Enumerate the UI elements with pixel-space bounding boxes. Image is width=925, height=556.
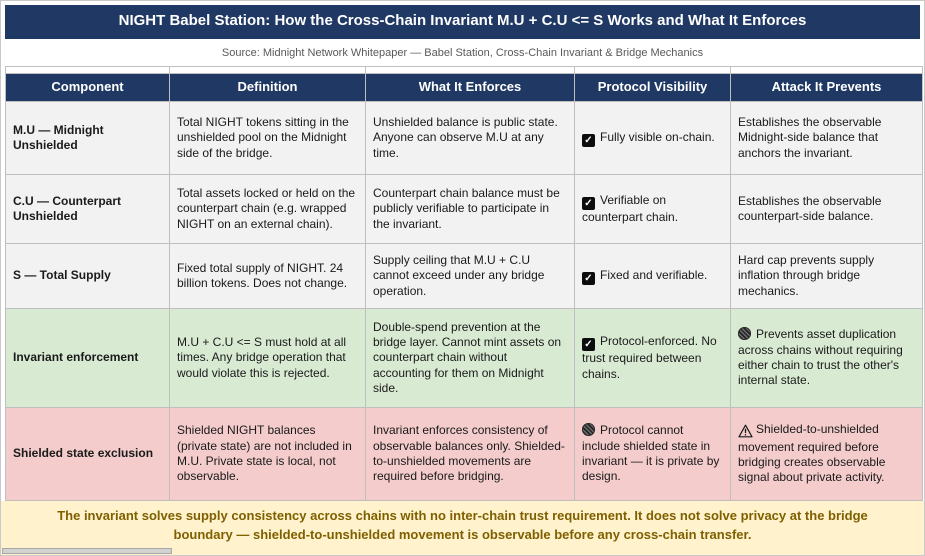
checkbox-checked-icon: ✓ [582, 196, 595, 210]
component-cell: Invariant enforcement [5, 308, 170, 409]
what-it-enforces-cell: Double-spend prevention at the bridge la… [365, 308, 575, 409]
table-row: C.U — Counterpart Unshielded Total assets… [5, 174, 923, 245]
definition-cell: Shielded NIGHT balances (private state) … [169, 407, 366, 502]
table-row: M.U — Midnight Unshielded Total NIGHT tok… [5, 101, 923, 176]
component-cell: S — Total Supply [5, 243, 170, 310]
column-header: Protocol Visibility [574, 72, 731, 103]
component-cell: M.U — Midnight Unshielded [5, 101, 170, 176]
dark-globe-icon [582, 423, 595, 437]
column-header: Definition [169, 72, 366, 103]
protocol-visibility-cell: ✓ Fully visible on-chain. [574, 101, 731, 176]
spacer-cell [574, 65, 731, 74]
what-it-enforces-cell: Unshielded balance is public state. Anyo… [365, 101, 575, 176]
checkbox-checked-icon: ✓ [582, 271, 595, 285]
table-row: Invariant enforcement M.U + C.U <= S must… [5, 308, 923, 409]
source-line: Source: Midnight Network Whitepaper — Ba… [5, 38, 920, 66]
dark-globe-icon [738, 327, 751, 341]
page-title: NIGHT Babel Station: How the Cross-Chain… [5, 5, 920, 39]
definition-cell: Total NIGHT tokens sitting in the unshie… [169, 101, 366, 176]
spacer-cell [365, 65, 575, 74]
spacer-cell [730, 65, 923, 74]
warning-triangle-icon [738, 424, 753, 439]
horizontal-scrollbar-thumb[interactable] [2, 548, 172, 554]
attack-it-prevents-cell: Shielded-to-unshielded movement required… [730, 407, 923, 502]
definition-cell: Total assets locked or held on the count… [169, 174, 366, 245]
header-row: Component Definition What It Enforces Proto… [5, 72, 923, 103]
attack-it-prevents-cell: Establishes the observable counterpart-s… [730, 174, 923, 245]
column-header: Attack It Prevents [730, 72, 923, 103]
component-cell: C.U — Counterpart Unshielded [5, 174, 170, 245]
spacer-cell [169, 65, 366, 74]
protocol-visibility-cell: ✓ Fixed and verifiable. [574, 243, 731, 310]
protocol-visibility-cell: Protocol cannot include shielded state i… [574, 407, 731, 502]
column-header: Component [5, 72, 170, 103]
table-row: Shielded state exclusion Shielded NIGHT b… [5, 407, 923, 502]
what-it-enforces-cell: Supply ceiling that M.U + C.U cannot exc… [365, 243, 575, 310]
spacer-row [5, 65, 923, 74]
attack-it-prevents-cell: Establishes the observable Midnight-side… [730, 101, 923, 176]
what-it-enforces-cell: Invariant enforces consistency of observ… [365, 407, 575, 502]
definition-cell: Fixed total supply of NIGHT. 24 billion … [169, 243, 366, 310]
definition-cell: M.U + C.U <= S must hold at all times. A… [169, 308, 366, 409]
component-cell: Shielded state exclusion [5, 407, 170, 502]
column-header: What It Enforces [365, 72, 575, 103]
attack-it-prevents-cell: Prevents asset duplication across chains… [730, 308, 923, 409]
table-row: S — Total Supply Fixed total supply of NI… [5, 243, 923, 310]
spacer-cell [5, 65, 170, 74]
what-it-enforces-cell: Counterpart chain balance must be public… [365, 174, 575, 245]
protocol-visibility-cell: ✓ Protocol-enforced. No trust required be… [574, 308, 731, 409]
checkbox-checked-icon: ✓ [582, 133, 595, 147]
protocol-visibility-cell: ✓ Verifiable on counterpart chain. [574, 174, 731, 245]
invariant-table: Component Definition What It Enforces Proto… [5, 65, 923, 502]
attack-it-prevents-cell: Hard cap prevents supply inflation throu… [730, 243, 923, 310]
content-area: NIGHT Babel Station: How the Cross-Chain… [1, 1, 924, 502]
checkbox-checked-icon: ✓ [582, 338, 595, 352]
footer-note: The invariant solves supply consistency … [1, 501, 924, 555]
